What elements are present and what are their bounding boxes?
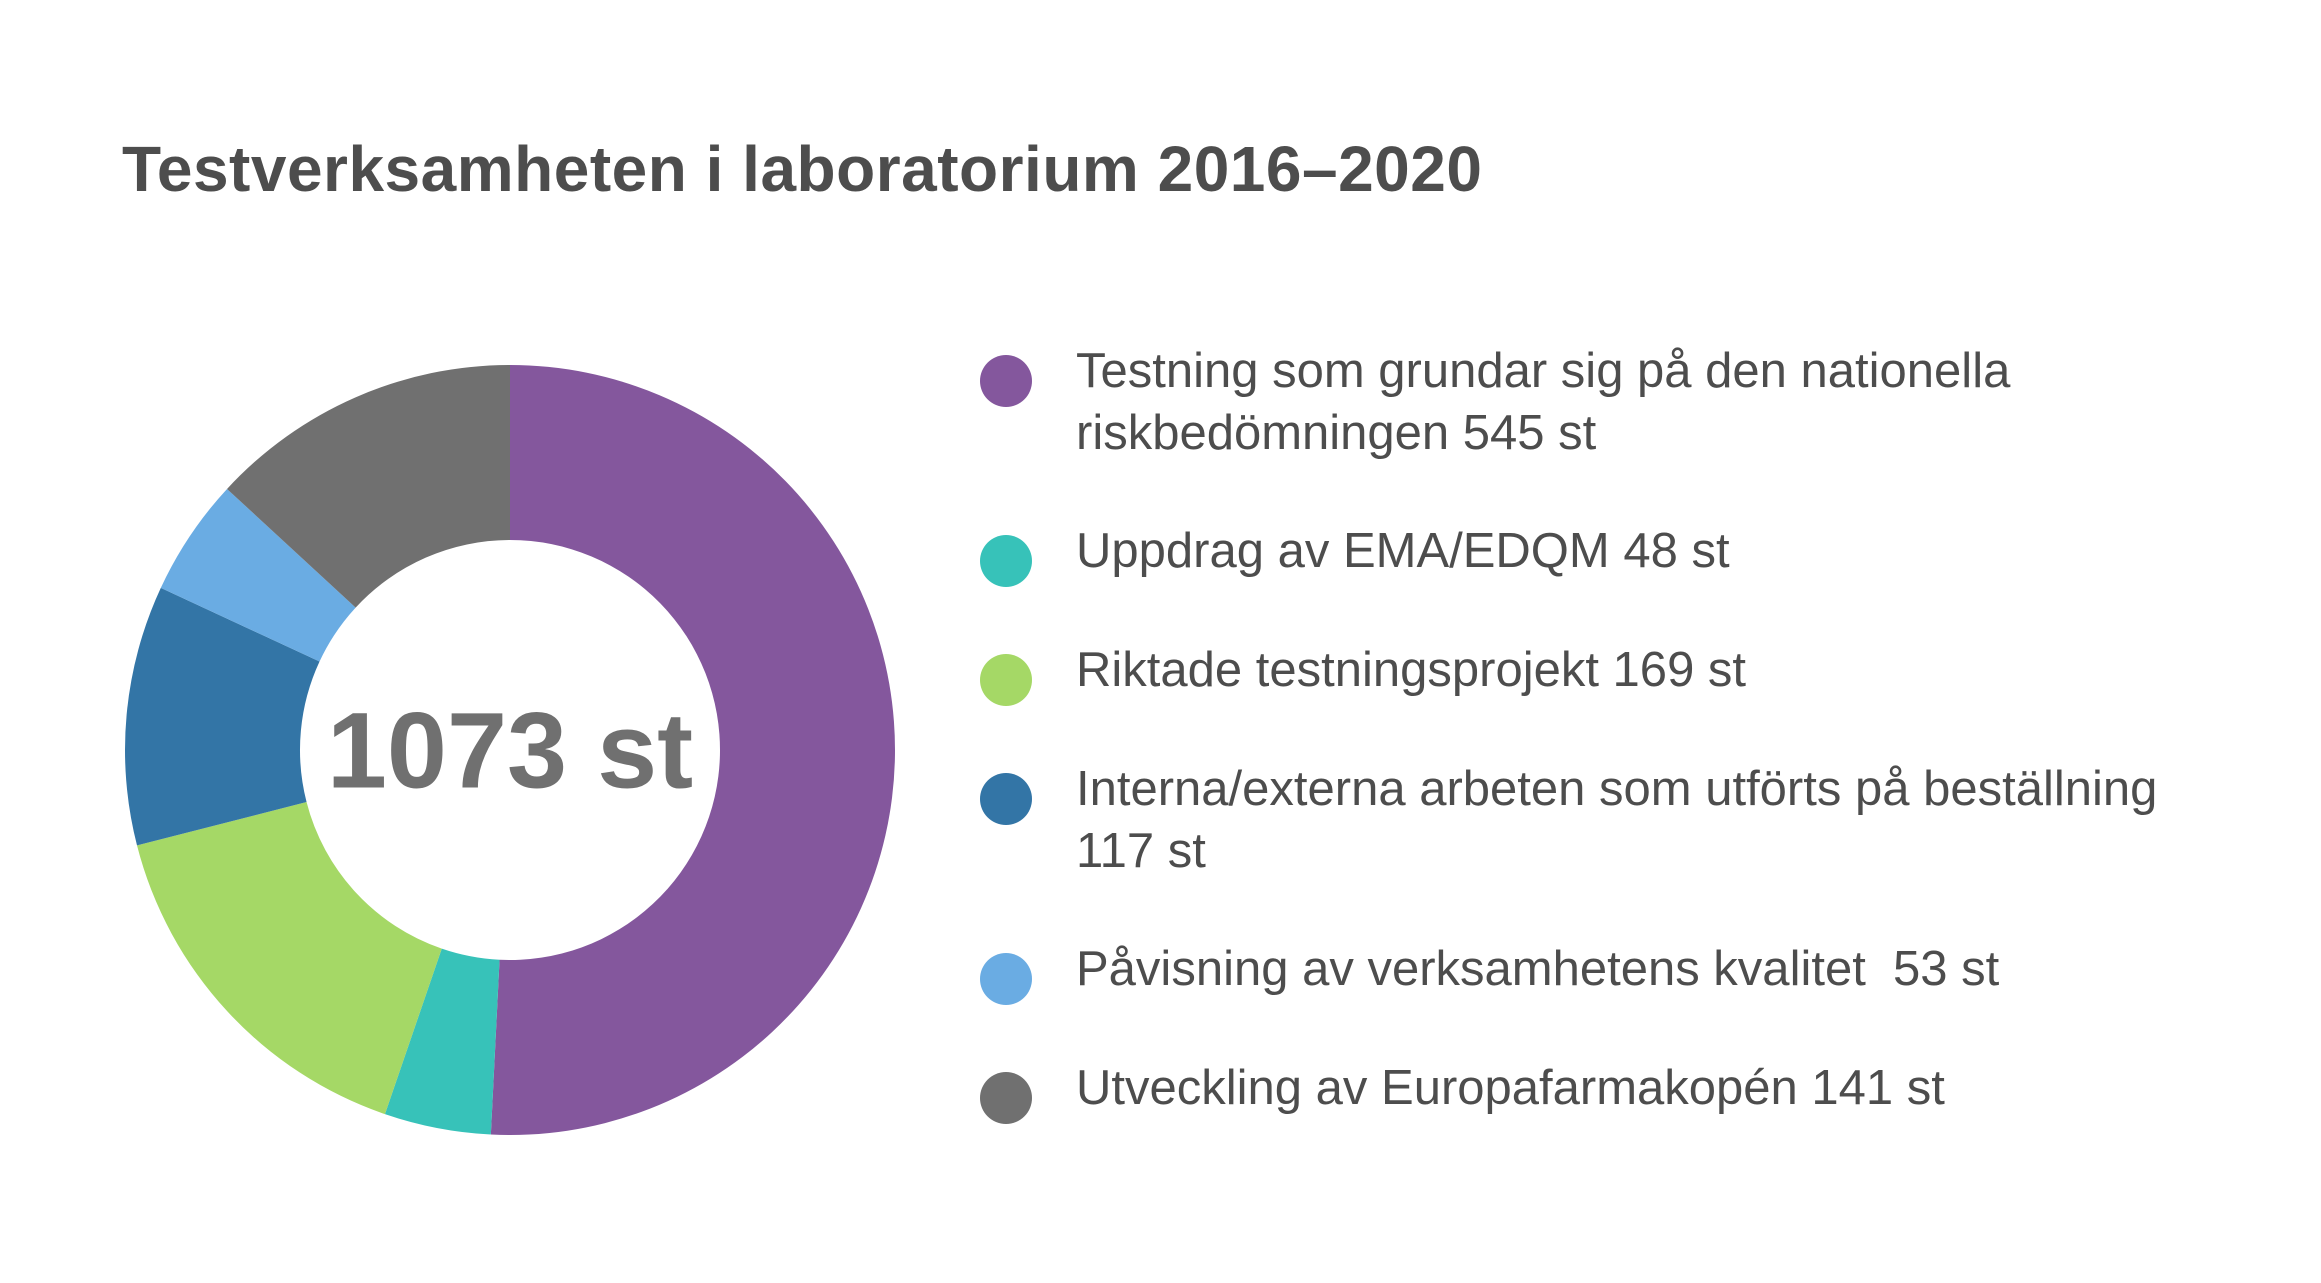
donut-slice-6 bbox=[227, 365, 510, 608]
legend-item: Utveckling av Europafarmakopén 141 st bbox=[980, 1057, 2260, 1124]
donut-slice-5 bbox=[160, 488, 356, 662]
legend-label: Utveckling av Europafarmakopén 141 st bbox=[1076, 1061, 1945, 1115]
donut-slice-2 bbox=[384, 948, 500, 1135]
legend-swatch bbox=[980, 1072, 1032, 1124]
donut-svg: 1073 st bbox=[124, 365, 896, 1135]
legend-label-line2: riskbedömningen 545 st bbox=[1076, 406, 1597, 460]
legend-label: Uppdrag av EMA/EDQM 48 st bbox=[1076, 524, 1730, 578]
donut-chart: 1073 st bbox=[110, 350, 910, 1150]
chart-legend: Testning som grundar sig på den nationel… bbox=[980, 340, 2260, 1176]
donut-slice-4 bbox=[124, 587, 320, 846]
legend-item: Uppdrag av EMA/EDQM 48 st bbox=[980, 520, 2260, 587]
donut-center-label: 1073 st bbox=[327, 690, 693, 811]
legend-swatch bbox=[980, 773, 1032, 825]
chart-title: Testverksamheten i laboratorium 2016–202… bbox=[122, 133, 1483, 205]
legend-swatch bbox=[980, 953, 1032, 1005]
legend-item: Påvisning av verksamhetens kvalitet 53 s… bbox=[980, 938, 2260, 1005]
legend-label: Påvisning av verksamhetens kvalitet 53 s… bbox=[1076, 942, 2000, 996]
legend-swatch bbox=[980, 535, 1032, 587]
legend-label-line1: Interna/externa arbeten som utförts på b… bbox=[1076, 762, 2158, 816]
legend-swatch bbox=[980, 355, 1032, 407]
legend-label-line1: Testning som grundar sig på den nationel… bbox=[1076, 344, 2011, 398]
donut-slice-3 bbox=[137, 802, 442, 1115]
legend-label-line2: 117 st bbox=[1076, 824, 1206, 878]
legend-item: Interna/externa arbeten som utförts på b… bbox=[980, 758, 2260, 882]
donut-slices bbox=[124, 365, 896, 1135]
donut-slice-1 bbox=[490, 365, 896, 1135]
legend-item: Riktade testningsprojekt 169 st bbox=[980, 639, 2260, 706]
legend-label: Riktade testningsprojekt 169 st bbox=[1076, 643, 1747, 697]
legend-swatch bbox=[980, 654, 1032, 706]
legend-item: Testning som grundar sig på den nationel… bbox=[980, 340, 2260, 464]
